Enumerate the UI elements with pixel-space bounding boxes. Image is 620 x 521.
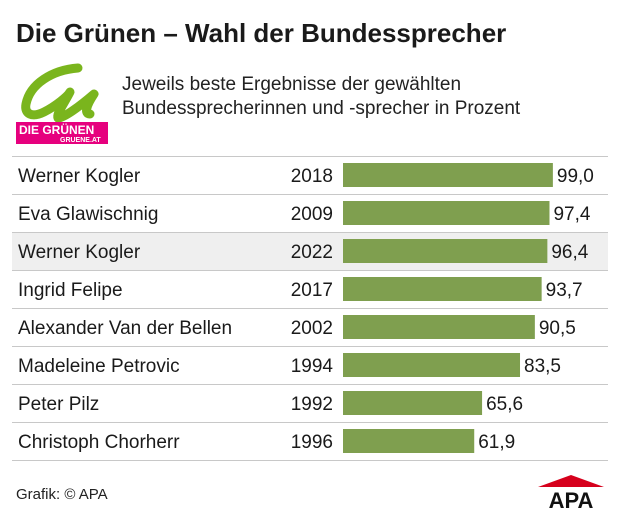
candidate-name-label: Christoph Chorherr — [18, 432, 180, 453]
year-label: 2022 — [291, 242, 333, 263]
logo-url: GRUENE.AT — [60, 137, 101, 144]
subtitle-line-2: Bundessprecherinnen und -sprecher in Pro… — [122, 98, 521, 119]
value-label: 97,4 — [553, 204, 590, 225]
candidate-name-label: Peter Pilz — [18, 394, 99, 415]
candidate-name-label: Werner Kogler — [18, 166, 141, 187]
year-label: 2009 — [291, 204, 333, 225]
value-label: 90,5 — [539, 318, 576, 339]
value-label: 93,7 — [546, 280, 583, 301]
logo-text: DIE GRÜNEN — [19, 122, 94, 137]
value-label: 99,0 — [557, 166, 594, 187]
value-label: 96,4 — [551, 242, 588, 263]
candidate-name-label: Eva Glawischnig — [18, 204, 158, 225]
chart-title: Die Grünen – Wahl der Bundessprecher — [16, 18, 507, 48]
apa-logo: APA — [538, 475, 604, 510]
bar — [343, 201, 550, 225]
value-label: 61,9 — [478, 432, 515, 453]
bar-chart: Werner Kogler 2018 99,0 Eva Glawischnig 2009… — [12, 156, 608, 461]
value-label: 83,5 — [524, 356, 561, 377]
source-credit: Grafik: © APA — [16, 486, 108, 503]
bar — [343, 277, 542, 301]
bar — [343, 315, 535, 339]
die-gruenen-logo: DIE GRÜNEN GRUENE.AT — [16, 63, 108, 144]
bar — [343, 429, 475, 453]
logo-pink-band — [16, 122, 108, 144]
year-label: 1992 — [291, 394, 333, 415]
bar — [343, 353, 521, 377]
bar — [343, 163, 553, 187]
bar — [343, 239, 548, 263]
candidate-name-label: Werner Kogler — [18, 242, 141, 263]
candidate-name-label: Madeleine Petrovic — [18, 356, 180, 377]
apa-logo-text: APA — [549, 488, 594, 510]
apa-logo-roof — [538, 475, 604, 487]
subtitle-line-1: Jeweils beste Ergebnisse der gewählten — [122, 74, 462, 95]
year-label: 2017 — [291, 280, 333, 301]
candidate-name-label: Alexander Van der Bellen — [18, 318, 232, 339]
chart-subtitle: Jeweils beste Ergebnisse der gewählten B… — [122, 73, 520, 121]
value-label: 65,6 — [486, 394, 523, 415]
candidate-name-label: Ingrid Felipe — [18, 280, 123, 301]
bar — [343, 391, 483, 415]
year-label: 2018 — [291, 166, 333, 187]
logo-swoosh-g — [21, 63, 99, 123]
year-label: 1994 — [291, 356, 334, 377]
year-label: 1996 — [291, 432, 333, 453]
year-label: 2002 — [291, 318, 333, 339]
